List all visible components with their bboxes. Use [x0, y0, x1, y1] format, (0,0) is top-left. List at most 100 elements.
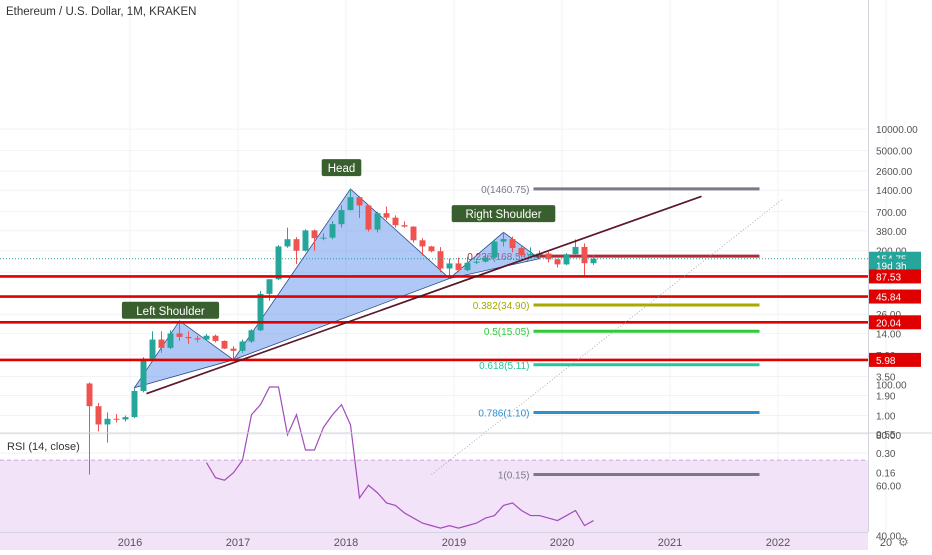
- candle-body: [563, 254, 570, 265]
- candle: [365, 204, 372, 232]
- time-tick-label: 2021: [658, 537, 682, 549]
- candle-body: [212, 335, 219, 341]
- rsi-tick-label: 100.00: [876, 381, 907, 392]
- candle: [419, 238, 426, 256]
- candle: [248, 329, 255, 343]
- candle: [428, 245, 435, 253]
- candle: [284, 227, 291, 248]
- rsi-title: RSI (14, close): [7, 441, 80, 453]
- candle-body: [302, 230, 309, 251]
- price-tick-label: 0.55: [876, 430, 896, 441]
- candle-body: [338, 210, 345, 225]
- price-tick-label: 380.00: [876, 227, 907, 238]
- candle-body: [473, 261, 480, 263]
- candle: [212, 334, 219, 343]
- pattern-annotation-label: Right Shoulder: [465, 209, 541, 221]
- candle: [401, 221, 408, 228]
- support-price-tag: [869, 269, 921, 284]
- support-price-tag-label: 5.98: [876, 356, 896, 367]
- candle-body: [374, 213, 381, 230]
- candle-body: [428, 246, 435, 252]
- candle: [221, 340, 228, 349]
- candle-body: [248, 330, 255, 342]
- candle: [230, 346, 237, 360]
- candle: [86, 382, 93, 475]
- candle-body: [365, 205, 372, 230]
- candle: [590, 254, 597, 265]
- time-tick-label: 2018: [334, 537, 358, 549]
- candle: [320, 233, 327, 241]
- pattern-area: [232, 188, 451, 361]
- fib-level-label: 0.5(15.05): [484, 327, 530, 338]
- candle-body: [500, 239, 507, 242]
- candle-body: [86, 383, 93, 407]
- candle: [95, 402, 102, 432]
- pattern-annotation-label: Left Shoulder: [136, 306, 205, 318]
- support-trend-line-overlay: [146, 195, 702, 395]
- rsi-tick-label: 60.00: [876, 481, 901, 492]
- candle-body: [383, 213, 390, 218]
- candle-body: [131, 390, 138, 418]
- candle: [518, 245, 525, 258]
- candle-body: [158, 339, 165, 348]
- price-tick-label: 1400.00: [876, 186, 913, 197]
- candle: [554, 258, 561, 268]
- candle-body: [203, 335, 210, 340]
- candle: [500, 232, 507, 247]
- candle-body: [167, 333, 174, 348]
- trend-lines[interactable]: [146, 195, 783, 475]
- candle-body: [590, 258, 597, 264]
- candle-body: [581, 246, 588, 264]
- rsi-tick-label: 80.00: [876, 431, 901, 442]
- candle-body: [464, 262, 471, 271]
- candle: [140, 357, 147, 393]
- time-tick-label: 2020: [550, 537, 574, 549]
- price-tick-label: 700.00: [876, 208, 907, 219]
- pattern-annotation-label: Head: [328, 163, 356, 175]
- price-tick-label: 10000.00: [876, 125, 918, 136]
- fib-level-label: 0.618(5.11): [479, 361, 529, 372]
- time-tick-label: 20: [880, 537, 892, 549]
- candle-body: [491, 241, 498, 258]
- candle: [509, 236, 516, 253]
- price-tick-label: 14.00: [876, 329, 901, 340]
- candle-body: [239, 341, 246, 351]
- price-tick-label: 3.50: [876, 373, 896, 384]
- candle-body: [320, 237, 327, 239]
- candle: [122, 415, 129, 422]
- candle: [113, 413, 120, 423]
- candle: [338, 205, 345, 228]
- candle: [356, 196, 363, 219]
- time-tick-label: 2022: [766, 537, 790, 549]
- price-tick-label: 1.00: [876, 412, 896, 423]
- support-price-tag-label: 45.84: [876, 293, 901, 304]
- fibonacci-retracement[interactable]: 0(1460.75)0.236(168.53)0.382(34.90)0.5(1…: [467, 185, 760, 482]
- candle-body: [545, 253, 552, 260]
- candle-body: [437, 251, 444, 269]
- time-tick-label: 2017: [226, 537, 250, 549]
- chart-title: Ethereum / U.S. Dollar, 1M, KRAKEN: [6, 6, 196, 18]
- fib-level-label: 1(0.15): [498, 470, 530, 481]
- candle: [176, 320, 183, 341]
- pattern-annotation-box: [451, 205, 556, 223]
- price-tick-label: 1.90: [876, 392, 896, 403]
- candle-body: [311, 230, 318, 239]
- candle: [464, 256, 471, 272]
- rsi-line: [205, 386, 594, 529]
- support-lines[interactable]: [0, 258, 868, 362]
- candle-body: [185, 336, 192, 339]
- candle-body: [518, 248, 525, 256]
- candle: [410, 226, 417, 243]
- candle-body: [104, 418, 111, 425]
- candle: [437, 247, 444, 273]
- candle: [185, 331, 192, 344]
- candle-body: [356, 197, 363, 206]
- fib-level-label: 0.382(34.90): [473, 301, 530, 312]
- candle: [455, 257, 462, 273]
- candle-body: [176, 333, 183, 337]
- candle-body: [419, 240, 426, 247]
- candle-body: [509, 239, 516, 249]
- time-tick-label: 2019: [442, 537, 466, 549]
